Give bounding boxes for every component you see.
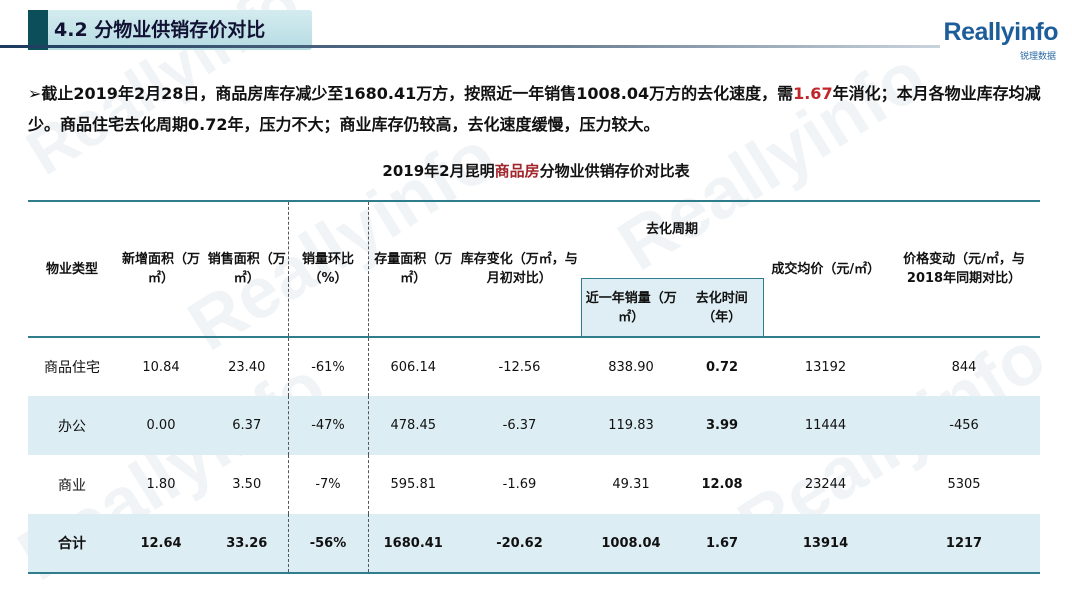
- cell-stock-change: -1.69: [502, 477, 537, 492]
- header-price-change: 价格变动（元/㎡，与2018年同期对比）: [888, 201, 1041, 338]
- cell-stock-change: -6.37: [458, 396, 581, 455]
- table-total-row: 合计 12.64 33.26 -56% 1680.41 -20.62 1008.…: [28, 514, 1041, 574]
- cell-new-area: 1.80: [146, 477, 176, 492]
- header-stock-change: 库存变化（万㎡，与月初对比）: [458, 201, 581, 338]
- header-stock-area: 存量面积（万㎡）: [368, 201, 458, 338]
- cell-new-area: 12.64: [116, 514, 206, 573]
- cell-destock-time: 0.72: [705, 359, 739, 375]
- table-subheader-row: 近一年销量（万㎡） 去化时间（年）: [28, 278, 1040, 338]
- cell-stock-area: 606.14: [390, 359, 437, 375]
- cell-sales-mom: -7%: [287, 455, 369, 514]
- cell-type: 商业: [58, 477, 86, 494]
- cell-sales-mom: -47%: [287, 396, 369, 455]
- cell-new-area: 0.00: [116, 396, 206, 455]
- cell-sales-area: 3.50: [232, 477, 262, 492]
- cell-sales-mom: -61%: [287, 337, 369, 396]
- cell-destock-time: 12.08: [701, 477, 743, 492]
- cell-avg-price: 23244: [804, 477, 847, 492]
- table-title: 2019年2月昆明商品房分物业供销存价对比表: [0, 160, 1072, 181]
- page-title: 4.2 分物业供销存价对比: [54, 19, 266, 41]
- cell-year-sales: 1008.04: [581, 514, 681, 573]
- table-header-row: 物业类型 新增面积（万㎡） 销售面积（万㎡） 销量环比（%） 存量面积（万㎡） …: [28, 201, 1041, 338]
- summary-highlight: 1.67: [793, 84, 833, 103]
- header-type: 物业类型: [28, 201, 116, 338]
- cell-year-sales: 119.83: [581, 396, 681, 455]
- cell-type: 商品住宅: [44, 360, 100, 376]
- cell-avg-price: 11444: [763, 396, 889, 455]
- cell-stock-change: -12.56: [498, 359, 541, 375]
- header-destock-time: 去化时间（年）: [681, 278, 764, 338]
- table-row: 商业 1.80 3.50 -7% 595.81 -1.69 49.31 12.0…: [28, 455, 1040, 514]
- cell-avg-price: 13192: [804, 359, 847, 375]
- cell-type: 办公: [28, 396, 116, 455]
- cell-price-change: 1217: [888, 514, 1041, 573]
- table-title-prefix: 2019年2月昆明: [382, 162, 495, 180]
- header-avg-price: 成交均价（元/㎡）: [763, 201, 889, 338]
- table-title-suffix: 分物业供销存价对比表: [539, 162, 690, 180]
- cell-sales-area: 23.40: [228, 359, 266, 375]
- cell-stock-area: 1680.41: [368, 514, 458, 573]
- summary-prefix: ➢截止2019年2月28日，商品房库存减少至1680.41万方，按照近一年销售1…: [28, 84, 794, 103]
- table-row: 商品住宅 10.84 23.40 -61% 606.14 -12.56 838.…: [28, 337, 1040, 396]
- cell-stock-change: -20.62: [458, 514, 581, 573]
- cell-stock-area: 595.81: [390, 477, 437, 492]
- header-new-area: 新增面积（万㎡）: [116, 201, 206, 338]
- header-tab: [28, 10, 312, 50]
- header-destock-group: 去化周期: [646, 222, 699, 237]
- cell-new-area: 10.84: [142, 359, 180, 375]
- cell-stock-area: 478.45: [368, 396, 458, 455]
- cell-price-change: 844: [951, 359, 977, 375]
- header-sales-area: 销售面积（万㎡）: [206, 201, 288, 338]
- cell-destock-time: 1.67: [681, 514, 764, 573]
- logo-subtext: 锐理数据: [1019, 52, 1056, 62]
- header-divider: [0, 45, 940, 48]
- cell-sales-area: 33.26: [206, 514, 288, 573]
- reallyinfo-logo: Reallyinfo 锐理数据: [920, 18, 1059, 62]
- header-sales-mom: 销量环比（%）: [287, 201, 369, 338]
- cell-year-sales: 838.90: [608, 359, 654, 375]
- comparison-table: 物业类型 新增面积（万㎡） 销售面积（万㎡） 销量环比（%） 存量面积（万㎡） …: [28, 200, 1041, 574]
- summary-paragraph: ➢截止2019年2月28日，商品房库存减少至1680.41万方，按照近一年销售1…: [28, 78, 1048, 140]
- summary-suffix: 年消化；本月各物业库存均减少。商品住宅去化周期0.72年，压力不大；商业库存仍较…: [28, 84, 1041, 134]
- cell-avg-price: 13914: [763, 514, 889, 573]
- cell-sales-mom: -56%: [287, 514, 369, 574]
- cell-destock-time: 3.99: [681, 396, 764, 455]
- header-tab-accent: [28, 10, 48, 50]
- table-title-highlight: 商品房: [494, 162, 540, 180]
- cell-year-sales: 49.31: [612, 477, 650, 492]
- logo-text: Reallyinfo: [943, 18, 1059, 46]
- cell-sales-area: 6.37: [206, 396, 288, 455]
- header-year-sales: 近一年销量（万㎡）: [580, 278, 681, 338]
- table-row: 办公 0.00 6.37 -47% 478.45 -6.37 119.83 3.…: [28, 396, 1041, 455]
- cell-price-change: -456: [888, 396, 1041, 455]
- cell-type: 合计: [28, 514, 116, 573]
- cell-price-change: 5305: [947, 477, 981, 492]
